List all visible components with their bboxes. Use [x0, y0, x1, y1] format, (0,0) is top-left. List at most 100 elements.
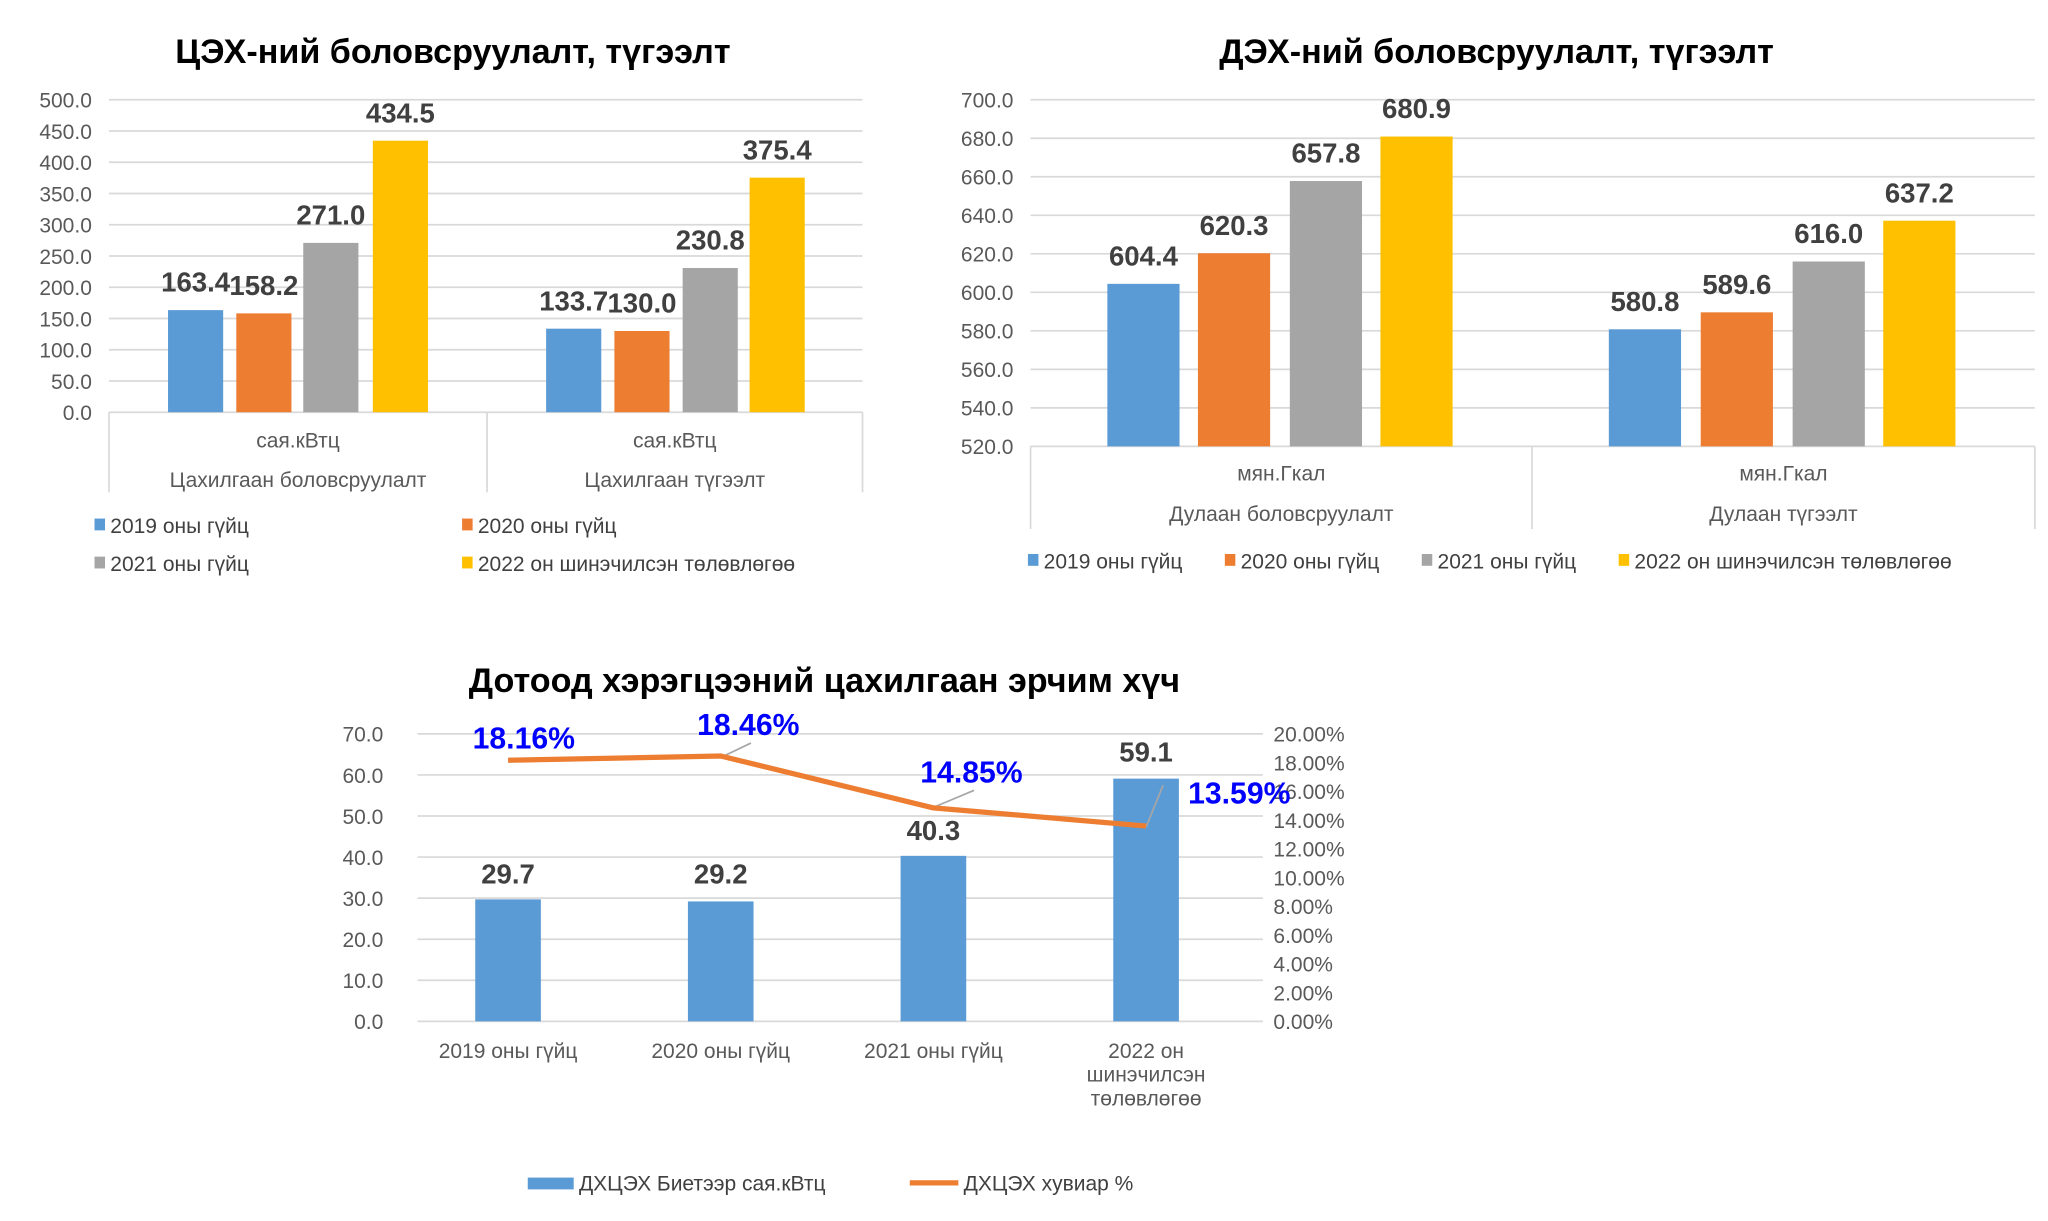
category-label: төлөвлөгөө — [1091, 1087, 1202, 1110]
y-tick-label: 70.0 — [342, 724, 383, 747]
legend-label: ДХЦЭХ Биетээр сая.кВтц — [579, 1173, 826, 1196]
category-label: Цахилгаан түгээлт — [584, 469, 765, 492]
y-tick-label: 50.0 — [342, 806, 383, 829]
percent-label: 14.85% — [920, 756, 1023, 789]
percent-label: 18.16% — [473, 722, 576, 755]
y-tick-label: 300.0 — [39, 215, 92, 238]
percent-label: 18.46% — [697, 709, 800, 742]
chart-title: ДЭХ-ний боловсруулалт, түгээлт — [1219, 33, 1774, 71]
data-label: 434.5 — [366, 97, 435, 128]
legend-swatch — [1618, 554, 1630, 566]
y-tick-label: 200.0 — [39, 277, 92, 300]
y-tick-label: 500.0 — [39, 90, 92, 113]
y-tick-label: 450.0 — [39, 121, 92, 144]
data-label: 604.4 — [1109, 240, 1179, 271]
category-label: шинэчилсэн — [1087, 1064, 1206, 1087]
bar — [614, 330, 670, 413]
category-label: Цахилгаан боловсруулалт — [170, 469, 427, 492]
y2-tick-label: 12.00% — [1273, 839, 1344, 862]
bar — [546, 328, 602, 413]
bar — [1197, 253, 1271, 447]
bar — [303, 242, 359, 413]
bar — [1107, 283, 1180, 447]
category-label: 2019 оны гүйц — [439, 1040, 578, 1063]
y-tick-label: 30.0 — [342, 888, 383, 911]
legend-label: 2021 оны гүйц — [1438, 550, 1577, 573]
y2-tick-label: 20.00% — [1273, 724, 1344, 747]
bar — [1700, 312, 1773, 447]
bar — [682, 267, 738, 413]
bar — [1380, 136, 1453, 447]
y2-tick-label: 18.00% — [1273, 752, 1344, 775]
data-label: 29.2 — [694, 859, 748, 890]
legend-swatch — [462, 556, 473, 569]
y-tick-label: 50.0 — [51, 371, 92, 394]
y-tick-label: 660.0 — [961, 167, 1014, 190]
legend-swatch — [94, 518, 106, 531]
y-tick-label: 560.0 — [961, 359, 1014, 382]
leader-line — [933, 789, 975, 809]
category-label: 2022 он — [1108, 1040, 1184, 1063]
y-tick-label: 100.0 — [39, 340, 92, 363]
data-label: 657.8 — [1291, 138, 1360, 169]
bar — [1792, 261, 1865, 447]
category-unit-label: мян.Гкал — [1739, 462, 1827, 485]
data-label: 158.2 — [229, 270, 298, 301]
data-label: 163.4 — [161, 267, 231, 298]
legend-label: 2020 оны гүйц — [1241, 550, 1380, 573]
bar — [1608, 329, 1682, 447]
category-label: Дулаан түгээлт — [1709, 503, 1858, 526]
bar — [900, 855, 967, 1022]
bar — [372, 140, 428, 413]
line-series — [508, 753, 1147, 829]
y-tick-label: 620.0 — [961, 244, 1014, 267]
bar — [168, 310, 224, 413]
data-label: 130.0 — [607, 288, 676, 319]
legend-swatch — [1027, 554, 1039, 566]
y-tick-label: 400.0 — [39, 152, 92, 175]
bar — [475, 899, 541, 1022]
data-label: 620.3 — [1200, 210, 1269, 241]
y2-tick-label: 8.00% — [1273, 896, 1333, 919]
category-label: 2020 оны гүйц — [651, 1040, 790, 1063]
legend-swatch — [1421, 554, 1433, 566]
legend-swatch — [1224, 554, 1236, 566]
y-tick-label: 700.0 — [961, 90, 1014, 113]
y-tick-label: 250.0 — [39, 246, 92, 269]
legend-label: 2022 он шинэчилсэн төлөвлөгөө — [478, 553, 795, 576]
category-unit-label: сая.кВтц — [633, 430, 717, 453]
bar — [1289, 181, 1363, 447]
legend-label: 2022 он шинэчилсэн төлөвлөгөө — [1634, 550, 1951, 573]
chart-title: ЦЭХ-ний боловсруулалт, түгээлт — [175, 33, 730, 71]
leader-line — [1145, 784, 1164, 828]
y2-tick-label: 16.00% — [1273, 781, 1344, 804]
legend-swatch — [94, 556, 106, 569]
data-label: 637.2 — [1885, 177, 1954, 208]
data-label: 230.8 — [676, 225, 745, 256]
data-label: 375.4 — [743, 134, 813, 165]
y-tick-label: 680.0 — [961, 128, 1014, 151]
y2-tick-label: 2.00% — [1273, 982, 1333, 1005]
y2-tick-label: 6.00% — [1273, 925, 1333, 948]
bar — [236, 313, 292, 413]
legend-label: 2021 оны гүйц — [110, 553, 249, 576]
bar — [1883, 220, 1956, 447]
bar — [687, 901, 754, 1022]
data-label: 616.0 — [1794, 218, 1863, 249]
y2-tick-label: 14.00% — [1273, 810, 1344, 833]
y-tick-label: 520.0 — [961, 436, 1014, 459]
category-label: Дулаан боловсруулалт — [1169, 503, 1394, 526]
legend-label: ДХЦЭХ хувиар % — [964, 1173, 1134, 1196]
y-tick-label: 0.0 — [354, 1011, 383, 1034]
y-tick-label: 540.0 — [961, 398, 1014, 421]
data-label: 580.8 — [1610, 286, 1679, 317]
data-label: 680.9 — [1382, 93, 1451, 124]
data-label: 40.3 — [907, 815, 961, 846]
y2-tick-label: 10.00% — [1273, 867, 1344, 890]
y-tick-label: 60.0 — [342, 765, 383, 788]
y2-tick-label: 0.00% — [1273, 1011, 1333, 1034]
data-label: 29.7 — [481, 859, 535, 890]
y-tick-label: 40.0 — [342, 847, 383, 870]
